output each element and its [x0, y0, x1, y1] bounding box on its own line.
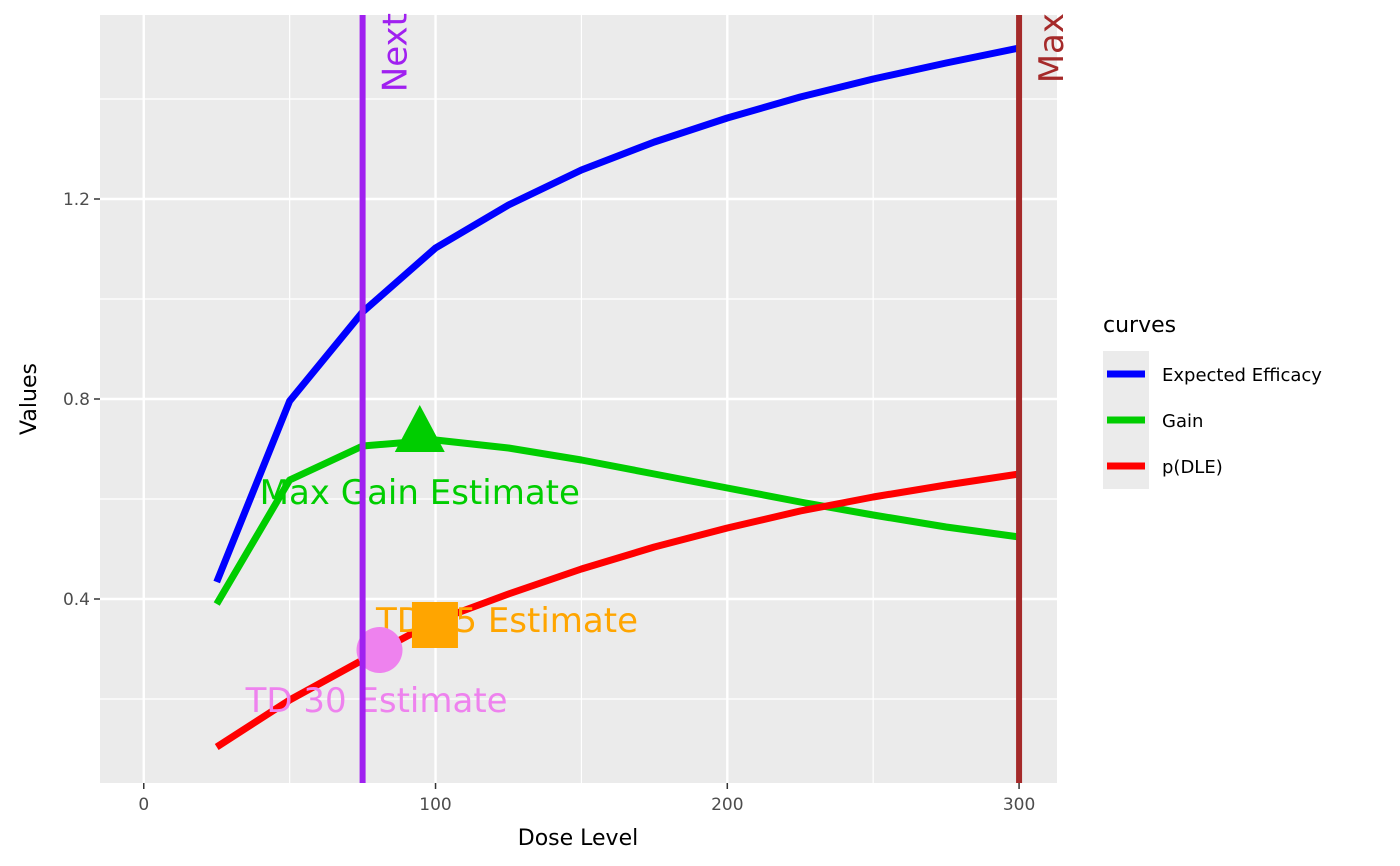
legend: curves Expected Efficacy Gain p(DLE) [1103, 313, 1322, 489]
series-lines [213, 44, 1020, 750]
legend-title: curves [1103, 313, 1176, 338]
td35-square-marker [411, 602, 458, 648]
x-tick-label: 100 [419, 795, 451, 815]
y-tick-label: 0.8 [63, 390, 90, 410]
x-tick-label: 0 [138, 795, 149, 815]
y-tick-label: 1.2 [63, 190, 90, 210]
y-axis-label: Values [17, 363, 42, 435]
legend-label: Expected Efficacy [1162, 365, 1322, 386]
vline-label-max: Max [1032, 13, 1072, 83]
legend-label: Gain [1162, 411, 1203, 432]
annotation-label: Max Gain Estimate [260, 473, 580, 513]
y-tick-label: 0.4 [63, 590, 90, 610]
series-line-gain [213, 436, 1020, 606]
vline-label-next: Next [376, 13, 416, 92]
legend-label: p(DLE) [1162, 457, 1223, 478]
x-tick-label: 300 [1003, 795, 1035, 815]
vertical-lines: Next Max [359, 13, 1072, 783]
series-line-expected-efficacy [213, 44, 1020, 584]
series-line-p-dle- [214, 470, 1020, 750]
td30-circle-marker [356, 627, 403, 673]
axis-ticks: 0 100 200 300 0.4 0.8 1.2 [63, 190, 1035, 815]
x-axis-label: Dose Level [518, 826, 638, 851]
x-tick-label: 200 [711, 795, 743, 815]
max-gain-triangle-marker [394, 405, 445, 452]
annotation-label: TD 30 Estimate [245, 681, 508, 721]
